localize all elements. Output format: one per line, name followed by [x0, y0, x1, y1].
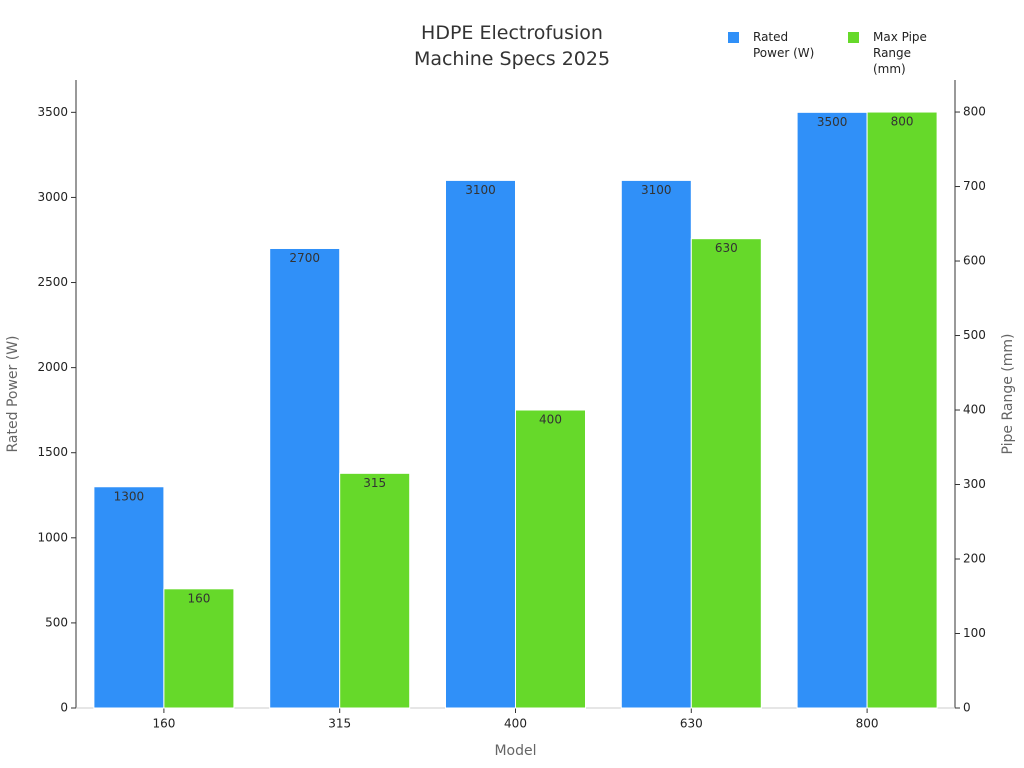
x-tick-label: 160 — [152, 717, 175, 731]
data-label: 800 — [891, 115, 914, 129]
legend-label: Max Pipe Range (mm) — [873, 30, 927, 76]
x-tick-label: 800 — [856, 717, 879, 731]
bar — [445, 179, 516, 709]
bar — [515, 409, 586, 709]
data-label: 315 — [363, 476, 386, 490]
y-tick-label: 1500 — [37, 445, 68, 459]
y-tick-label: 3000 — [37, 190, 68, 204]
bar — [690, 238, 762, 709]
legend-label: Rated Power (W) — [753, 30, 815, 60]
y2-tick-label: 800 — [963, 105, 986, 119]
y2-tick-label: 600 — [963, 254, 986, 268]
y2-tick-label: 700 — [963, 179, 986, 193]
data-label: 3500 — [817, 115, 848, 129]
bar — [93, 486, 165, 709]
legend-item: Rated Power (W) — [726, 29, 826, 77]
legend-swatch — [848, 32, 859, 43]
y2-tick-label: 200 — [963, 552, 986, 566]
y2-tick-label: 500 — [963, 328, 986, 342]
x-axis-label: Model — [494, 743, 536, 759]
chart-title: HDPE Electrofusion Machine Specs 2025 — [413, 22, 611, 70]
x-tick-label: 630 — [680, 717, 703, 731]
legend-item: Max Pipe Range (mm) — [846, 29, 946, 77]
data-label: 3100 — [465, 183, 496, 197]
y-tick-label: 500 — [45, 615, 68, 629]
data-label: 2700 — [289, 251, 320, 265]
bar — [796, 111, 868, 709]
data-label: 630 — [715, 241, 738, 255]
data-label: 1300 — [114, 489, 145, 503]
bar — [620, 179, 692, 709]
legend: Rated Power (W) Max Pipe Range (mm) — [726, 29, 946, 77]
x-tick-label: 400 — [504, 717, 527, 731]
y-axis-label: Rated Power (W) — [5, 336, 21, 453]
x-tick-label: 315 — [328, 717, 351, 731]
y-tick-label: 0 — [60, 701, 68, 715]
data-label: 160 — [187, 591, 210, 605]
y2-tick-label: 300 — [963, 477, 986, 491]
data-label: 3100 — [641, 183, 672, 197]
bar — [339, 472, 411, 709]
data-label: 400 — [539, 413, 562, 427]
bar — [163, 588, 235, 709]
y2-tick-label: 400 — [963, 403, 986, 417]
y-tick-label: 1000 — [37, 530, 68, 544]
y-tick-label: 2500 — [37, 275, 68, 289]
y-tick-label: 3500 — [37, 105, 68, 119]
legend-swatch — [728, 32, 739, 43]
bar — [269, 247, 341, 709]
bar — [866, 111, 938, 709]
y2-axis-label: Pipe Range (mm) — [1000, 334, 1016, 455]
y2-tick-label: 100 — [963, 626, 986, 640]
y-tick-label: 2000 — [37, 360, 68, 374]
y2-tick-label: 0 — [963, 701, 971, 715]
